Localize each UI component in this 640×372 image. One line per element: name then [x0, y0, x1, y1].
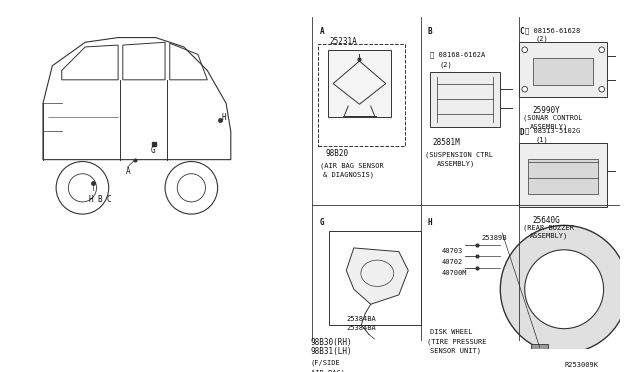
Bar [531, 344, 548, 351]
Text: H: H [221, 113, 226, 122]
Bar [328, 50, 392, 118]
Text: 28581M: 28581M [433, 138, 460, 147]
Text: & DIAGNOSIS): & DIAGNOSIS) [323, 172, 374, 178]
Text: (SUSPENSION CTRL: (SUSPENSION CTRL [425, 151, 493, 158]
Text: H: H [427, 218, 431, 227]
Circle shape [522, 86, 527, 92]
Text: 40703: 40703 [442, 248, 463, 254]
Circle shape [599, 86, 605, 92]
Bar [533, 58, 593, 84]
Bar [430, 72, 500, 127]
Text: DISK WHEEL: DISK WHEEL [430, 329, 472, 335]
Text: C: C [519, 27, 524, 36]
Text: D: D [519, 128, 524, 137]
Text: (2): (2) [536, 36, 548, 42]
Text: 98B20: 98B20 [326, 149, 349, 158]
Text: (TIRE PRESSURE: (TIRE PRESSURE [427, 338, 486, 344]
Text: 98B31(LH): 98B31(LH) [310, 347, 352, 356]
Text: 25640G: 25640G [532, 216, 560, 225]
Text: (AIR BAG SENSOR: (AIR BAG SENSOR [320, 163, 384, 169]
Text: 25389B: 25389B [481, 235, 507, 241]
Bar [330, 231, 421, 325]
Circle shape [500, 225, 628, 353]
Text: 25384BA: 25384BA [346, 315, 376, 321]
Polygon shape [346, 248, 408, 304]
Text: B: B [97, 195, 102, 204]
Text: (F/SIDE: (F/SIDE [310, 360, 340, 366]
Text: Ⓢ 08313-5102G: Ⓢ 08313-5102G [525, 128, 580, 134]
Text: R253009K: R253009K [564, 362, 598, 369]
Text: AIR BAG): AIR BAG) [310, 369, 344, 372]
Text: 25231A: 25231A [330, 36, 357, 46]
Text: C: C [107, 195, 111, 204]
Circle shape [525, 250, 604, 329]
Text: (SONAR CONTROL: (SONAR CONTROL [523, 115, 582, 121]
Bar [318, 44, 404, 145]
Bar [519, 42, 607, 97]
Text: (2): (2) [439, 61, 452, 68]
Text: ASSEMBLY): ASSEMBLY) [436, 161, 475, 167]
Text: Ⓢ 08156-61628: Ⓢ 08156-61628 [525, 27, 580, 34]
Text: 25990Y: 25990Y [532, 106, 560, 115]
Text: Ⓢ 08168-6162A: Ⓢ 08168-6162A [430, 52, 485, 58]
Text: 98B30(RH): 98B30(RH) [310, 338, 352, 347]
Text: A: A [320, 27, 324, 36]
Text: G: G [320, 218, 324, 227]
Text: G: G [151, 145, 156, 154]
Circle shape [599, 47, 605, 52]
Circle shape [522, 47, 527, 52]
Text: SENSOR UNIT): SENSOR UNIT) [430, 347, 481, 354]
Text: A: A [125, 167, 130, 176]
Text: (1): (1) [536, 136, 548, 143]
Text: 25384BA: 25384BA [346, 325, 376, 331]
Text: ASSEMBLY): ASSEMBLY) [529, 123, 568, 129]
Text: H: H [88, 195, 93, 204]
Bar [519, 143, 607, 206]
Text: 40702: 40702 [442, 259, 463, 265]
Text: B: B [427, 27, 431, 36]
Bar [529, 159, 598, 195]
Text: (REAR BUZZER: (REAR BUZZER [523, 224, 574, 231]
Text: 40700M: 40700M [442, 270, 468, 276]
Text: ASSEMBLY): ASSEMBLY) [529, 233, 568, 240]
